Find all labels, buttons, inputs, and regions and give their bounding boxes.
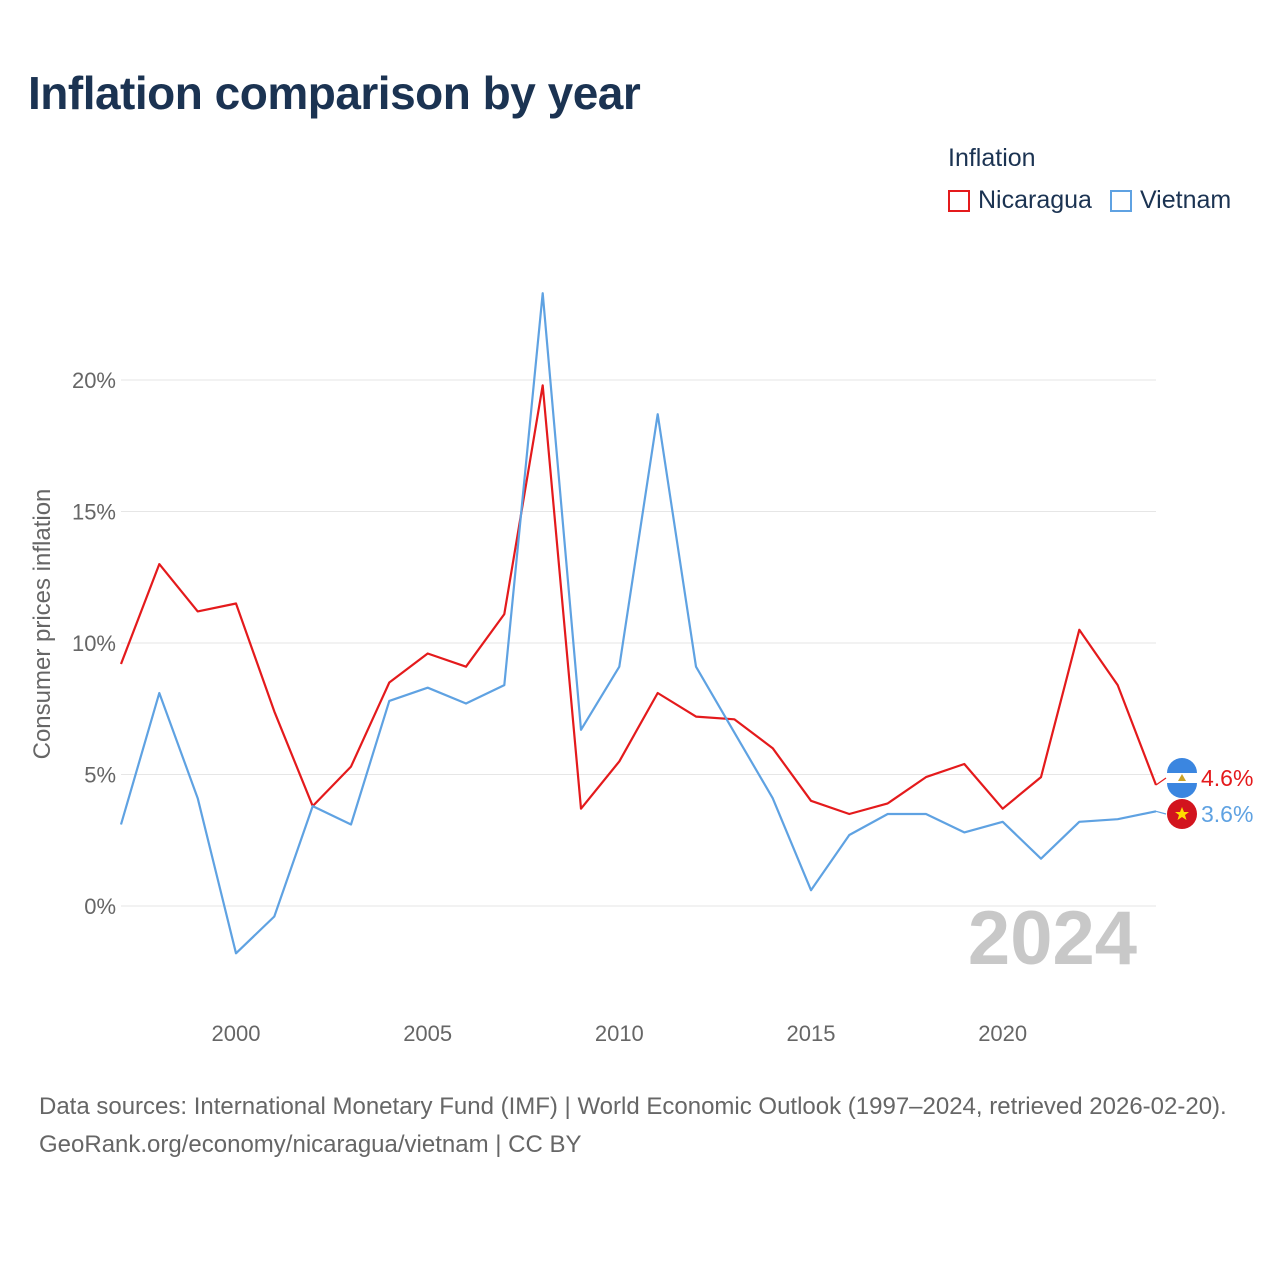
- flag-nicaragua-top-band: [1167, 758, 1197, 773]
- x-tick-label-2020: 2020: [978, 1021, 1027, 1046]
- end-label-nicaragua: 4.6%: [1201, 765, 1253, 791]
- y-axis-label: Consumer prices inflation: [29, 489, 56, 760]
- y-tick-label-20: 20%: [72, 368, 116, 393]
- year-watermark: 2024: [968, 896, 1137, 981]
- legend-title: Inflation: [948, 144, 1036, 172]
- flag-vietnam: [1167, 799, 1197, 829]
- footer: Data sources: International Monetary Fun…: [39, 1088, 1249, 1164]
- end-connector-nicaragua: [1155, 777, 1167, 786]
- legend-swatch-nicaragua: [948, 189, 970, 212]
- end-label-vietnam: 3.6%: [1201, 801, 1253, 827]
- x-tick-label-2005: 2005: [403, 1021, 452, 1046]
- credit-link[interactable]: GeoRank.org/economy/nicaragua/vietnam | …: [39, 1131, 582, 1158]
- series-line-nicaragua: [119, 384, 1158, 816]
- legend-swatch-vietnam: [1109, 189, 1132, 212]
- legend-label-vietnam: Vietnam: [1139, 186, 1232, 214]
- y-tick-label-5: 5%: [84, 763, 116, 788]
- end-connector-vietnam: [1155, 810, 1167, 815]
- legend-label-nicaragua: Nicaragua: [978, 186, 1092, 214]
- legend-item-vietnam[interactable]: Vietnam: [1109, 186, 1232, 215]
- y-tick-label-0: 0%: [84, 894, 116, 919]
- data-sources: Data sources: International Monetary Fun…: [39, 1093, 1227, 1120]
- y-tick-label-10: 10%: [72, 631, 116, 656]
- x-tick-label-2000: 2000: [212, 1021, 261, 1046]
- flag-vietnam-star: [1175, 807, 1189, 820]
- legend-item-nicaragua[interactable]: Nicaragua: [948, 186, 1092, 215]
- flag-nicaragua-bottom-band: [1167, 783, 1197, 798]
- flag-nicaragua: [1167, 758, 1197, 798]
- legend: Nicaragua Vietnam: [948, 186, 1231, 215]
- y-tick-label-15: 15%: [72, 500, 116, 525]
- x-tick-label-2015: 2015: [787, 1021, 836, 1046]
- flag-nicaragua-emblem: [1178, 774, 1186, 781]
- series-line-vietnam: [119, 292, 1157, 955]
- x-tick-label-2010: 2010: [595, 1021, 644, 1046]
- chart-title: Inflation comparison by year: [28, 67, 641, 119]
